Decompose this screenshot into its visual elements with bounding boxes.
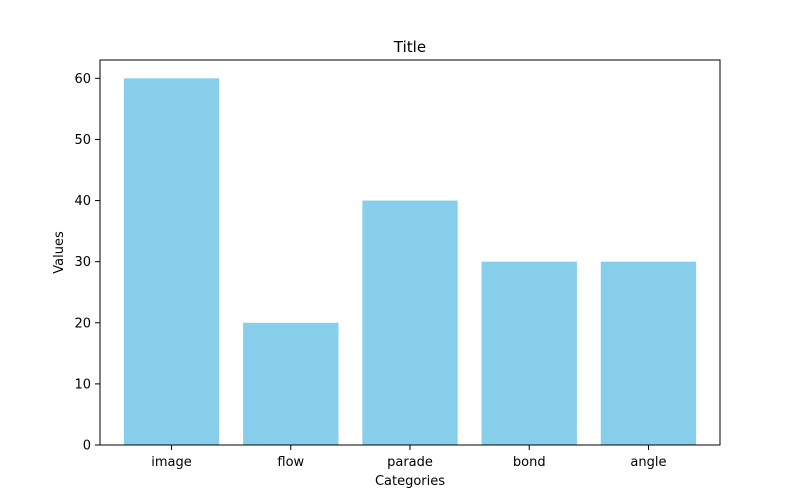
- x-tick-label-angle: angle: [630, 455, 666, 470]
- y-tick-label-40: 40: [74, 194, 91, 209]
- y-axis-label: Values: [52, 231, 67, 274]
- bar-image: [123, 78, 220, 445]
- x-tick-label-flow: flow: [277, 455, 304, 470]
- bar-angle: [600, 261, 697, 445]
- y-tick-label-10: 10: [74, 377, 91, 392]
- y-tick-label-50: 50: [74, 133, 91, 148]
- y-tick-label-60: 60: [74, 72, 91, 87]
- y-axis: 0 10 20 30 40 50 60: [74, 72, 100, 454]
- x-axis-label: Categories: [375, 474, 445, 489]
- bars-layer: [123, 78, 697, 445]
- y-tick-label-20: 20: [74, 316, 91, 331]
- x-tick-label-image: image: [151, 455, 192, 470]
- x-axis: image flow parade bond angle: [151, 445, 667, 470]
- bar-parade: [362, 200, 458, 445]
- y-tick-label-30: 30: [74, 255, 91, 270]
- chart-title: Title: [393, 38, 426, 56]
- x-tick-label-parade: parade: [387, 455, 433, 470]
- x-tick-label-bond: bond: [513, 455, 546, 470]
- bar-flow: [243, 322, 339, 445]
- bar-bond: [481, 261, 577, 445]
- y-tick-label-0: 0: [83, 439, 91, 454]
